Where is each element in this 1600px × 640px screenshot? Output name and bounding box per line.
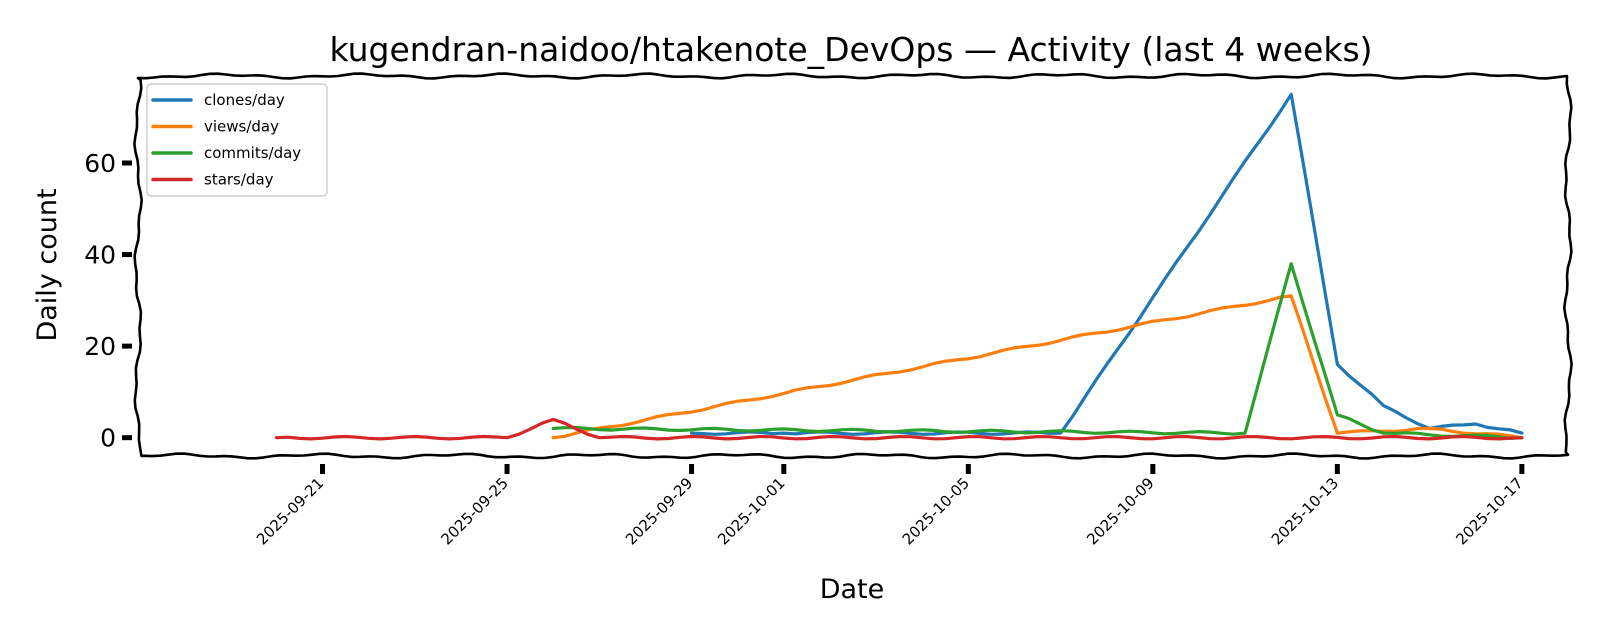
series-line-1 bbox=[689, 92, 1524, 436]
x-tick-label: 2025-10-17 bbox=[1452, 474, 1526, 548]
y-tick-label: 40 bbox=[84, 241, 116, 270]
legend-label: clones/day bbox=[204, 91, 285, 109]
x-tick-label: 2025-09-25 bbox=[437, 474, 511, 548]
series-layer bbox=[274, 92, 1524, 441]
y-tick-label: 20 bbox=[84, 332, 116, 361]
x-tick-label: 2025-10-01 bbox=[714, 474, 788, 548]
chart-title: kugendran-naidoo/htakenote_DevOps — Acti… bbox=[329, 30, 1372, 69]
x-tick-label: 2025-09-21 bbox=[253, 474, 327, 548]
y-tick-label: 0 bbox=[100, 424, 116, 453]
legend-label: stars/day bbox=[204, 171, 274, 189]
x-tick-label: 2025-10-09 bbox=[1083, 474, 1157, 548]
series-line-3 bbox=[551, 262, 1524, 440]
y-axis-label: Daily count bbox=[32, 188, 63, 341]
legend-box bbox=[146, 83, 328, 197]
series-line-4 bbox=[274, 417, 1524, 441]
legend-label: commits/day bbox=[204, 144, 301, 162]
y-tick-label: 60 bbox=[84, 149, 116, 178]
legend: clones/day views/day commits/day stars/day bbox=[146, 83, 328, 197]
x-tick-label: 2025-09-29 bbox=[622, 474, 696, 548]
x-axis-label: Date bbox=[820, 574, 885, 605]
x-tick-label: 2025-10-05 bbox=[899, 474, 973, 548]
legend-label: views/day bbox=[204, 118, 279, 136]
x-tick-label: 2025-10-13 bbox=[1268, 474, 1342, 548]
plot-frame bbox=[133, 72, 1573, 460]
series-line-2 bbox=[551, 294, 1524, 440]
